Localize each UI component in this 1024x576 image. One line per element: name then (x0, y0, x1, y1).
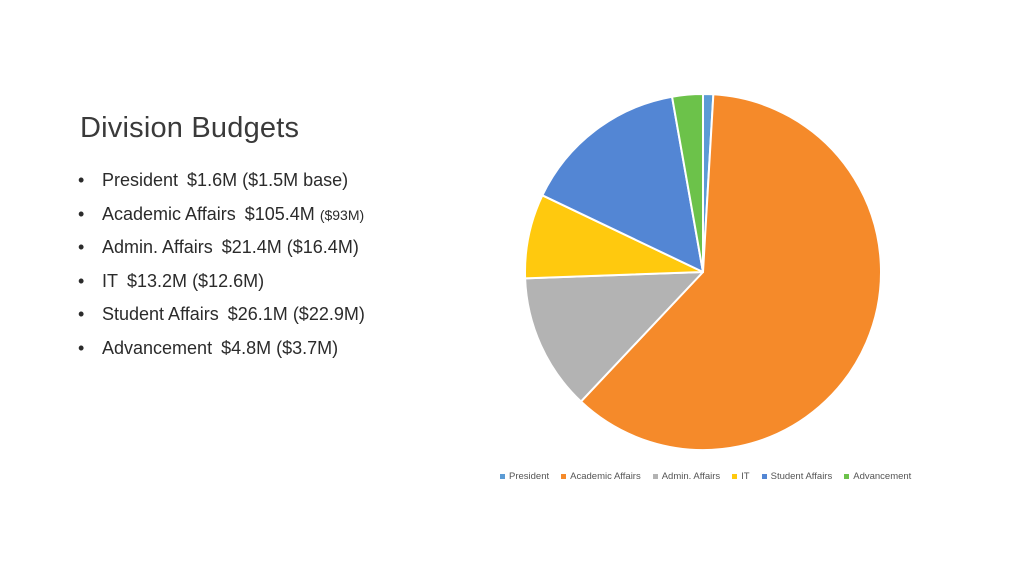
bullet-division-name: Admin. Affairs (102, 237, 213, 258)
bullet-base-value: ($93M) (319, 206, 365, 223)
slide-title: Division Budgets (80, 112, 300, 144)
legend-item-advancement: Advancement (844, 471, 911, 482)
bullet-division-name: IT (102, 270, 118, 291)
legend-label: Advancement (853, 471, 912, 482)
pie-slice-advancement (671, 93, 704, 273)
legend-label: Admin. Affairs (661, 471, 721, 482)
legend-label: Student Affairs (770, 471, 833, 482)
legend-swatch (761, 474, 767, 479)
bullet-base-value: ($12.6M) (192, 270, 265, 291)
bullet-item-student-affairs: • Student Affairs $26.1M ($22.9M) (78, 304, 365, 338)
pie-slice-admin-affairs (524, 271, 704, 403)
bullet-dot: • (78, 170, 85, 190)
legend-label: IT (741, 471, 750, 482)
bullet-item-advancement: • Advancement $4.8M ($3.7M) (78, 338, 365, 372)
bullet-item-president: • President $1.6M ($1.5M base) (78, 170, 365, 204)
bullet-item-academic-affairs: • Academic Affairs $105.4M ($93M) (78, 204, 365, 238)
legend-label: Academic Affairs (570, 471, 641, 482)
legend-item-student-affairs: Student Affairs (761, 471, 833, 482)
legend-swatch (500, 474, 505, 479)
bullet-dot: • (78, 237, 85, 258)
bullet-base-value: ($22.9M) (292, 304, 365, 325)
bullet-budget-value: $13.2M (127, 270, 188, 291)
bullet-dot: • (78, 337, 85, 358)
bullet-division-name: Student Affairs (102, 304, 219, 325)
chart-legend: President Academic Affairs Admin. Affairs I… (500, 471, 911, 482)
pie-slice-academic-affairs (579, 93, 882, 451)
bullet-base-value: ($1.5M base) (242, 170, 349, 190)
bullet-budget-value: $26.1M (227, 304, 288, 325)
bullet-division-name: Advancement (102, 337, 213, 358)
bullet-item-admin-affairs: • Admin. Affairs $21.4M ($16.4M) (78, 237, 365, 271)
bullet-budget-value: $1.6M (187, 170, 238, 190)
legend-swatch (652, 474, 658, 479)
bullet-division-name: Academic Affairs (102, 203, 236, 224)
legend-swatch (561, 474, 567, 479)
bullet-budget-value: $105.4M (244, 203, 315, 224)
bullet-base-value: ($16.4M) (286, 237, 359, 258)
bullet-budget-value: $21.4M (221, 237, 282, 258)
bullet-dot: • (78, 270, 85, 291)
bullet-base-value: ($3.7M) (276, 337, 339, 358)
pie-slice-student-affairs (541, 95, 704, 273)
bullet-division-name: President (102, 170, 179, 190)
legend-swatch (732, 474, 738, 479)
bullet-item-it: • IT $13.2M ($12.6M) (78, 271, 365, 305)
bullet-list: • President $1.6M ($1.5M base) • Academi… (78, 170, 365, 372)
legend-item-academic-affairs: Academic Affairs (561, 471, 641, 482)
bullet-budget-value: $4.8M (221, 337, 272, 358)
legend-item-president: President (500, 471, 549, 482)
legend-label: President (509, 471, 550, 482)
legend-swatch (844, 474, 850, 479)
legend-item-admin-affairs: Admin. Affairs (652, 471, 721, 482)
bullet-dot: • (78, 304, 85, 325)
bullet-dot: • (78, 203, 85, 224)
legend-item-it: IT (732, 471, 750, 482)
